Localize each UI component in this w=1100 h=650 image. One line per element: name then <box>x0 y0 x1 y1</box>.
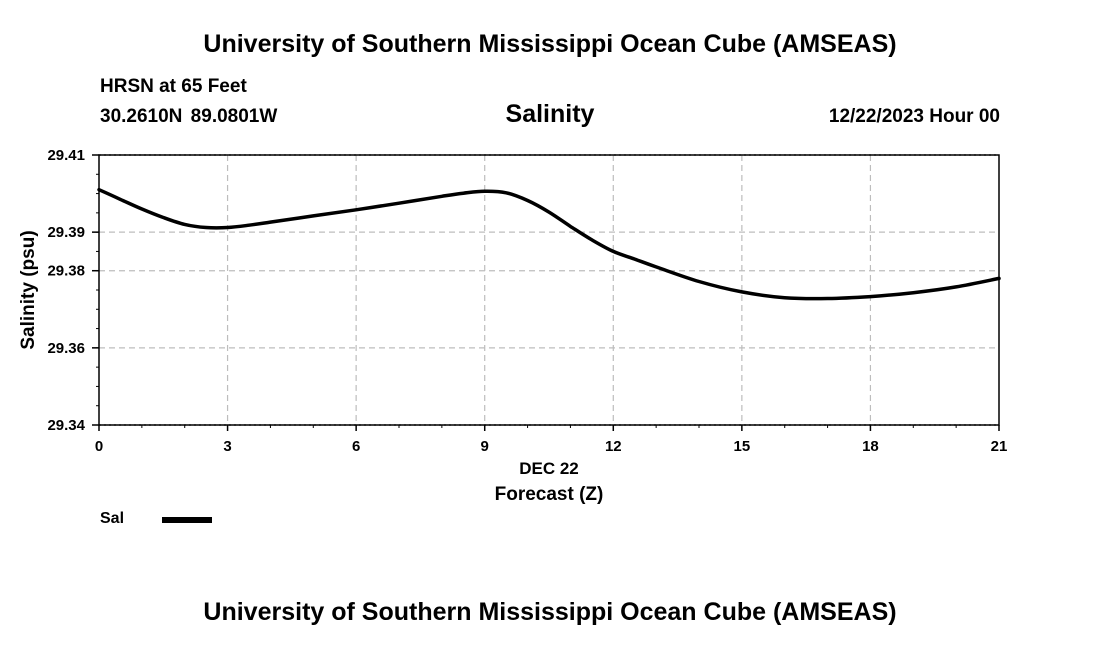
grid <box>99 154 999 426</box>
y-tick-label: 29.36 <box>47 340 85 357</box>
y-tick-labels: 29.34 29.36 29.38 29.39 29.41 <box>47 147 85 434</box>
station-label: HRSN at 65 Feet <box>100 76 247 97</box>
x-tick-label: 6 <box>352 438 360 455</box>
tick-marks <box>92 154 1000 431</box>
legend-label: Sal <box>100 510 125 527</box>
y-tick-label: 29.39 <box>47 224 85 241</box>
plot-frame <box>98 154 1000 426</box>
x-tick-labels: 0 3 6 9 12 15 18 21 <box>95 438 1008 455</box>
y-tick-label: 29.34 <box>47 417 85 434</box>
coordinates-label: 30.2610N 89.0801W <box>100 106 278 127</box>
x-tick-label: 15 <box>734 438 751 455</box>
legend-swatch <box>162 517 212 523</box>
x-axis-label: Forecast (Z) <box>495 484 604 505</box>
x-tick-label: 12 <box>605 438 622 455</box>
y-axis-label: Salinity (psu) <box>18 230 39 349</box>
page-title: University of Southern Mississippi Ocean… <box>203 30 897 58</box>
x-tick-label: 21 <box>991 438 1008 455</box>
x-tick-label: 9 <box>481 438 489 455</box>
x-axis-date-label: DEC 22 <box>519 459 579 478</box>
x-tick-label: 3 <box>223 438 231 455</box>
y-tick-label: 29.41 <box>47 147 85 164</box>
y-tick-label: 29.38 <box>47 263 85 280</box>
x-tick-label: 0 <box>95 438 103 455</box>
date-hour-label: 12/22/2023 Hour 00 <box>828 106 1000 127</box>
footer-title: University of Southern Mississippi Ocean… <box>203 598 897 626</box>
chart-title: Salinity <box>505 100 595 128</box>
x-tick-label: 18 <box>862 438 879 455</box>
series-line-sal <box>97 187 1001 301</box>
